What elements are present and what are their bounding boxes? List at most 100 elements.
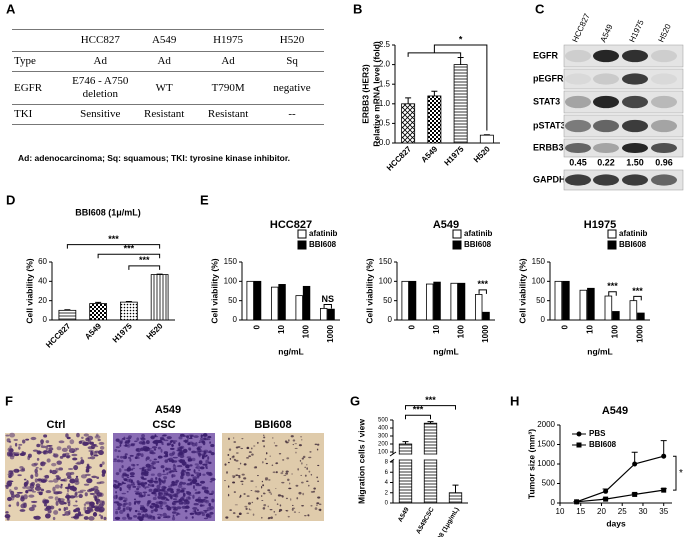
cell (281, 481, 285, 484)
cell (122, 455, 128, 460)
cell (184, 441, 191, 444)
cell (264, 477, 269, 480)
cell (199, 437, 204, 440)
cell (45, 440, 50, 444)
cell (284, 440, 288, 443)
cell (187, 478, 192, 482)
band (565, 119, 591, 133)
cell (206, 471, 210, 475)
cell (300, 436, 303, 438)
cell (130, 468, 134, 471)
cell (163, 476, 168, 480)
x-tick-label: HCC827 (44, 321, 72, 349)
cell (205, 513, 210, 518)
cell (208, 461, 212, 465)
cell (198, 483, 202, 487)
cell (261, 461, 264, 464)
marker (661, 453, 667, 459)
y-axis-label: Migration cells / view (356, 419, 366, 504)
cell (63, 507, 66, 512)
cell (233, 441, 237, 443)
y-tick-label: 50 (383, 296, 392, 305)
cell (60, 479, 66, 482)
cell (209, 480, 213, 483)
cell (153, 448, 157, 451)
error-bar (64, 309, 71, 311)
cell (116, 459, 121, 463)
cell (56, 477, 61, 480)
cell (160, 448, 163, 453)
cell (248, 508, 251, 511)
cell (268, 478, 271, 481)
cell (275, 471, 278, 474)
micrograph-title: A549 (155, 404, 181, 416)
cell (80, 459, 85, 465)
x-tick-label: H1975 (111, 321, 134, 344)
cell (255, 486, 257, 488)
cell (151, 460, 155, 466)
cell (174, 468, 177, 472)
cell (99, 445, 105, 450)
cell (47, 449, 53, 454)
cell (185, 464, 190, 469)
cell (63, 502, 67, 505)
cell (256, 475, 259, 477)
cell (62, 453, 67, 458)
cell (207, 435, 212, 439)
cell (282, 459, 285, 461)
cell (150, 435, 155, 440)
cell (237, 468, 241, 470)
cell (294, 443, 298, 445)
significance-bracket (323, 304, 332, 309)
cell (201, 512, 206, 517)
band (651, 174, 677, 186)
cell (119, 444, 122, 447)
y-tick-label: 60 (38, 257, 47, 266)
significance-label: *** (477, 279, 488, 289)
cell (91, 451, 98, 457)
lane-label: HCC827 (571, 12, 592, 44)
cell (187, 496, 191, 500)
cell (4, 514, 11, 519)
cell (292, 439, 296, 442)
cell (181, 482, 187, 485)
series-line (576, 455, 664, 503)
bar (401, 103, 416, 144)
cell (96, 492, 103, 497)
cell (66, 475, 72, 479)
cell (124, 441, 127, 444)
cell (31, 504, 37, 508)
cell (72, 504, 78, 507)
y-axis-label: Cell viability (%) (517, 258, 527, 323)
cell (161, 441, 164, 445)
cell (163, 486, 167, 489)
cell (94, 435, 101, 439)
cell (165, 453, 169, 457)
cell (160, 438, 165, 441)
x-tick-label: 25 (618, 507, 627, 516)
cell (316, 502, 320, 505)
cell (298, 511, 300, 513)
cell (290, 435, 294, 438)
cell (150, 506, 154, 509)
cell (198, 469, 201, 472)
cell (196, 447, 201, 451)
cell (292, 444, 294, 446)
bar (302, 285, 311, 321)
cell (18, 443, 23, 446)
cell (52, 516, 56, 521)
bar (295, 295, 303, 321)
legend-label: afatinib (619, 229, 648, 238)
cell (32, 449, 39, 452)
y-axis-label: Cell viability (%) (209, 258, 219, 323)
band (565, 174, 591, 186)
cell (100, 515, 104, 520)
cell (290, 498, 292, 501)
cell (251, 453, 254, 456)
x-tick-label: 20 (597, 507, 606, 516)
band (593, 174, 619, 186)
cell (53, 478, 59, 483)
cell (156, 513, 162, 516)
cell (98, 441, 105, 446)
cell (273, 442, 275, 444)
